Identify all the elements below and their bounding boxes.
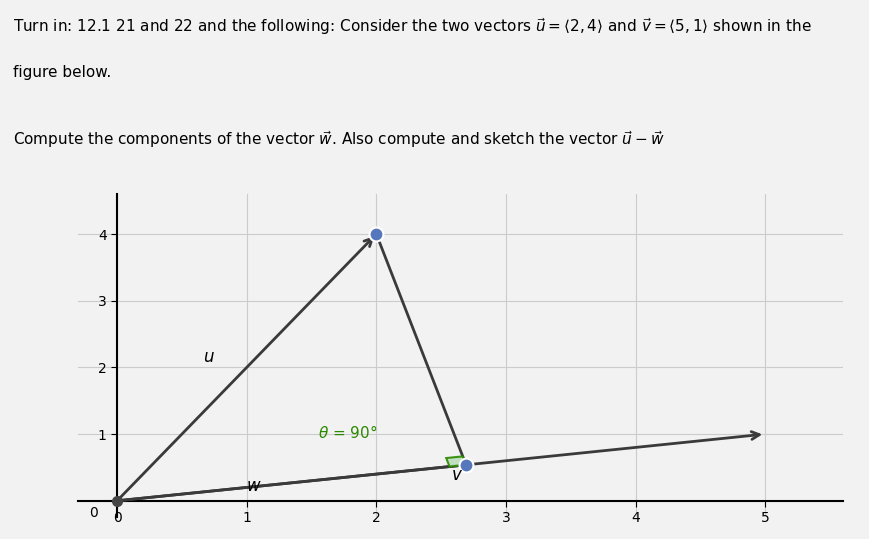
Text: figure below.: figure below.: [13, 65, 111, 80]
Text: Compute the components of the vector $\vec{w}$. Also compute and sketch the vect: Compute the components of the vector $\v…: [13, 129, 665, 150]
Text: Turn in: 12.1 21 and 22 and the following: Consider the two vectors $\vec{u} = \: Turn in: 12.1 21 and 22 and the followin…: [13, 16, 812, 37]
Text: 0: 0: [90, 506, 98, 520]
Text: $\theta$ = 90°: $\theta$ = 90°: [318, 424, 377, 441]
Polygon shape: [446, 457, 466, 467]
Text: w: w: [247, 477, 260, 495]
Text: v: v: [452, 466, 461, 485]
Text: u: u: [202, 348, 213, 367]
